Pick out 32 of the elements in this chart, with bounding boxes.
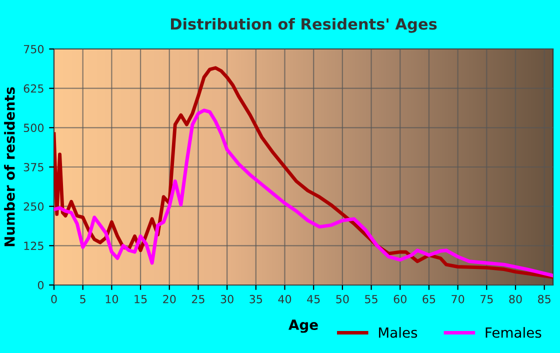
x-tick-label: 75 <box>480 295 493 304</box>
x-tick-label: 30 <box>220 294 234 304</box>
line-series <box>54 108 553 278</box>
x-tick-label: 40 <box>278 294 292 304</box>
x-tick-label: 10 <box>106 294 118 304</box>
x-tick-label: 70 <box>452 294 464 304</box>
x-tick-label: 35 <box>250 294 262 304</box>
x-tick-label: 25 <box>192 294 204 304</box>
x-tick-label: 15 <box>134 295 147 304</box>
x-tick-label: 45 <box>307 295 320 304</box>
y-tick-label: 625 <box>24 84 44 93</box>
x-tick-label: 80 <box>509 294 522 304</box>
y-tick-label: 250 <box>24 202 44 211</box>
x-axis-title: Age <box>288 320 318 333</box>
x-tick-label: 65 <box>422 294 436 304</box>
x-tick-label: 55 <box>365 295 378 304</box>
x-tick-label: 50 <box>336 294 349 304</box>
y-tick-label: 500 <box>24 124 44 132</box>
chart-title: Distribution of Residents' Ages <box>170 18 437 33</box>
x-tick-label: 85 <box>538 294 550 304</box>
legend-label: Males <box>379 327 418 338</box>
y-axis-title: Number of residents <box>4 87 15 246</box>
y-tick-label: 125 <box>24 242 44 250</box>
x-tick-label: 0 <box>51 294 57 304</box>
line-series <box>54 66 553 279</box>
y-tick-label: 750 <box>24 44 44 54</box>
y-tick-label: 375 <box>24 162 44 172</box>
x-tick-label: 5 <box>80 295 86 304</box>
legend-label: Females <box>486 327 542 338</box>
x-tick-label: 20 <box>163 294 176 304</box>
x-tick-label: 60 <box>394 294 406 304</box>
y-tick-label: 0 <box>38 280 44 290</box>
